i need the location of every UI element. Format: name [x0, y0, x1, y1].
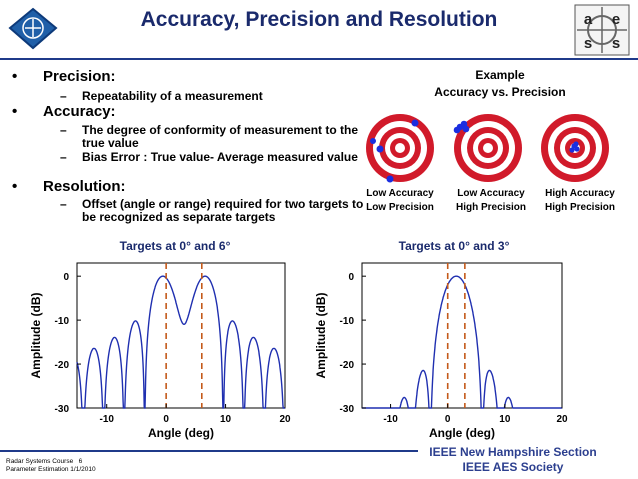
- shot-dot: [574, 146, 580, 152]
- x-tick-label: 0: [445, 414, 451, 425]
- target-label-line1: Low Accuracy: [366, 188, 434, 199]
- y-tick-label: -20: [55, 360, 70, 371]
- bullet-resolution: Resolution:: [43, 178, 126, 195]
- slide-title: Accuracy, Precision and Resolution: [140, 8, 498, 31]
- target-low-low: [366, 114, 434, 183]
- chart-title: Targets at 0° and 6°: [120, 239, 231, 253]
- dash-icon: –: [60, 89, 67, 103]
- footer-left: Radar Systems Course 6 Parameter Estimat…: [6, 458, 96, 474]
- target-label-line1: Low Accuracy: [457, 188, 525, 199]
- logo-letter: s: [584, 35, 592, 52]
- y-tick-label: 0: [348, 272, 354, 283]
- target-high-high: [541, 114, 609, 182]
- x-axis-label: Angle (deg): [148, 426, 214, 440]
- logo-letter: e: [612, 11, 620, 28]
- shot-dot: [462, 125, 470, 133]
- footer-page: 6: [78, 458, 83, 465]
- response-curve: [362, 275, 562, 409]
- x-tick-label: 20: [556, 414, 568, 425]
- chart-0-3: Targets at 0° and 3° -10 0 10 20 0 -10 -20 -30 An…: [314, 239, 568, 440]
- shot-dot: [569, 147, 575, 153]
- x-tick-label: -10: [99, 414, 114, 425]
- x-tick-label: 10: [499, 414, 511, 425]
- y-tick-label: -10: [55, 316, 70, 327]
- y-axis-label: Amplitude (dB): [29, 293, 43, 379]
- y-tick-label: 0: [63, 272, 69, 283]
- y-tick-label: -30: [340, 404, 355, 415]
- sub-bullet: Offset (angle or range) required for two…: [82, 197, 364, 224]
- shot-dot: [386, 175, 394, 183]
- footer-divider: [0, 450, 418, 452]
- aes-logo-icon: a e s s: [574, 4, 630, 56]
- sub-bullet: Repeatability of a measurement: [82, 89, 263, 103]
- plot-frame: [361, 262, 563, 409]
- target-label-line2: Low Precision: [366, 202, 434, 213]
- response-curve: [76, 275, 285, 409]
- target-label-line1: High Accuracy: [545, 188, 615, 199]
- shot-dot: [376, 145, 384, 153]
- x-tick-label: 10: [220, 414, 232, 425]
- footer-date: Parameter Estimation 1/1/2010: [6, 466, 96, 473]
- example-title-line2: Accuracy vs. Precision: [434, 85, 566, 99]
- target-label: Low Accuracy High Precision: [448, 187, 534, 215]
- title-divider: [0, 58, 638, 60]
- dash-icon: –: [60, 197, 67, 211]
- footer-section: IEEE New Hampshire Section: [429, 445, 597, 459]
- x-tick-label: -10: [383, 414, 398, 425]
- chart-title: Targets at 0° and 3°: [399, 239, 510, 253]
- footer-right: IEEE New Hampshire Section IEEE AES Soci…: [418, 445, 608, 475]
- target-low-high: [453, 114, 522, 182]
- dash-icon: –: [60, 150, 67, 164]
- y-tick-label: -30: [55, 404, 70, 415]
- y-tick-label: -10: [340, 316, 355, 327]
- bullet-dot: •: [12, 68, 18, 85]
- x-tick-label: 20: [279, 414, 291, 425]
- shot-dot: [453, 126, 461, 134]
- plot-frame: [76, 262, 286, 409]
- target-label: Low Accuracy Low Precision: [359, 187, 441, 215]
- ieee-logo-icon: [8, 7, 58, 50]
- bullet-dot: •: [12, 103, 18, 120]
- target-label-line2: High Precision: [455, 202, 526, 213]
- target-diagrams: [366, 114, 609, 183]
- example-title-line1: Example: [475, 68, 525, 82]
- footer-course: Radar Systems Course: [6, 458, 74, 465]
- bullet-precision: Precision:: [43, 68, 116, 85]
- sub-bullet: The degree of conformity of measurement …: [82, 123, 359, 150]
- footer-society: IEEE AES Society: [462, 460, 564, 474]
- target-label: High Accuracy High Precision: [535, 187, 625, 215]
- x-tick-label: 0: [163, 414, 169, 425]
- sub-bullet: Bias Error : True value- Average measure…: [82, 150, 358, 164]
- y-tick-label: -20: [340, 360, 355, 371]
- y-axis-label: Amplitude (dB): [314, 293, 328, 379]
- chart-0-6: Targets at 0° and 6° -10 0 10 20 0 -10 -20 -30 An…: [29, 239, 291, 440]
- x-axis-label: Angle (deg): [429, 426, 495, 440]
- target-label-line2: High Precision: [544, 202, 615, 213]
- shot-dot: [370, 138, 376, 144]
- logo-letter: a: [584, 11, 593, 28]
- shot-dot: [460, 120, 468, 128]
- shot-dot: [411, 119, 419, 127]
- example-title: Example Accuracy vs. Precision: [405, 67, 595, 101]
- logo-letter: s: [612, 35, 620, 52]
- dash-icon: –: [60, 123, 67, 137]
- bullet-dot: •: [12, 178, 18, 195]
- bullet-accuracy: Accuracy:: [43, 103, 116, 120]
- shot-dot: [573, 141, 579, 147]
